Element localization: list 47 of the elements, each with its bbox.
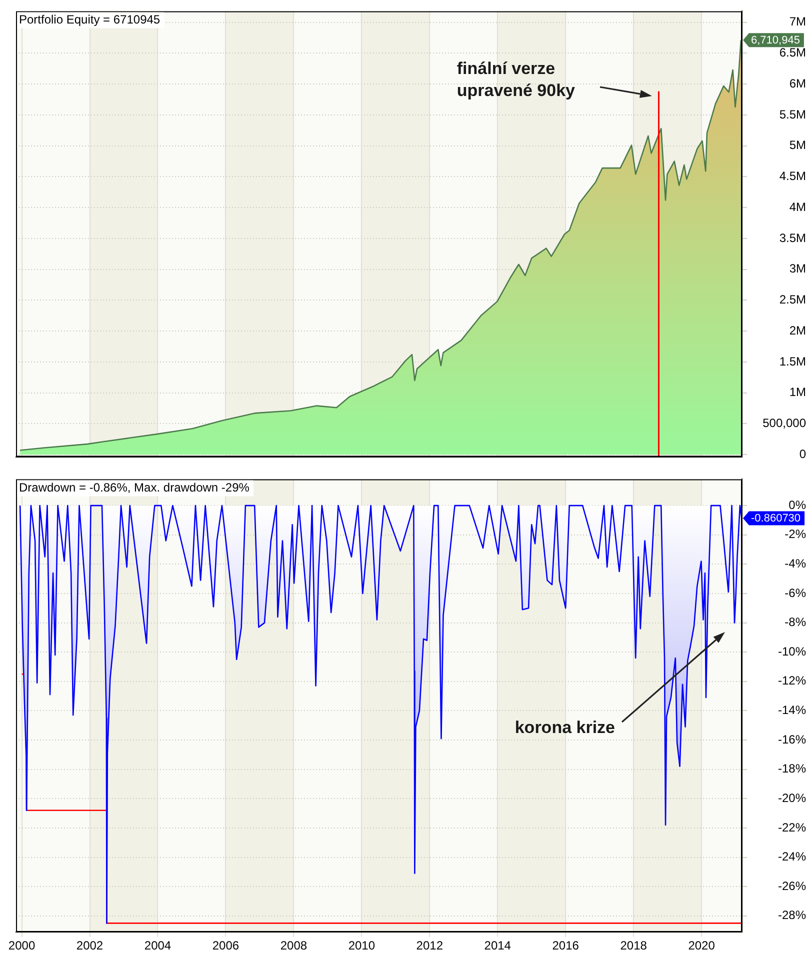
y-tick-label: -2%: [784, 527, 806, 542]
y-tick-label: -4%: [784, 556, 806, 571]
x-tick-label: 2014: [484, 938, 512, 953]
y-tick-label: 1M: [789, 385, 806, 400]
y-tick-label: -20%: [778, 790, 806, 805]
y-tick-label: 2M: [789, 323, 806, 338]
x-tick-label: 2000: [8, 938, 36, 953]
y-tick-label: 2.5M: [779, 292, 806, 307]
x-tick-label: 2020: [688, 938, 716, 953]
x-tick-label: 2016: [552, 938, 580, 953]
y-tick-label: -26%: [778, 878, 806, 893]
y-tick-label: -12%: [778, 674, 806, 688]
annotation: korona krize: [514, 718, 616, 737]
x-tick-label: 2006: [212, 938, 240, 953]
x-tick-label: 2012: [416, 938, 444, 953]
y-tick-label: -18%: [778, 762, 806, 776]
y-tick-label: 5.5M: [779, 107, 806, 122]
y-tick-label: -8%: [784, 615, 806, 630]
x-tick-label: 2018: [620, 938, 648, 953]
y-tick-label: 4.5M: [779, 169, 806, 184]
x-tick-label: 2010: [348, 938, 376, 953]
y-tick-label: 6.5M: [779, 46, 806, 60]
y-tick-label: 500,000: [762, 416, 806, 430]
y-tick-label: 6M: [789, 76, 806, 90]
data-label: 6,710,945: [751, 34, 800, 47]
x-tick-label: 2002: [76, 938, 104, 953]
x-tick-label: 2004: [144, 938, 172, 953]
y-tick-label: 4M: [789, 200, 806, 214]
y-tick-label: -16%: [778, 732, 806, 746]
y-tick-label: 7M: [789, 14, 806, 29]
y-tick-label: 0: [799, 446, 806, 461]
data-label: -0.860730: [751, 512, 801, 525]
y-tick-label: 3M: [789, 262, 806, 276]
y-tick-label: -28%: [778, 908, 806, 922]
y-tick-label: -24%: [778, 850, 806, 864]
y-tick-label: 5M: [789, 138, 806, 152]
y-tick-label: 1.5M: [779, 354, 806, 368]
y-tick-label: -6%: [784, 586, 806, 600]
y-tick-label: -22%: [778, 820, 806, 834]
y-tick-label: -14%: [778, 703, 806, 718]
y-tick-label: -10%: [778, 644, 806, 658]
annotation: finální verze upravené 90ky: [456, 58, 576, 100]
chart-title: Portfolio Equity = 6710945: [19, 12, 160, 27]
x-tick-label: 2008: [280, 938, 308, 953]
y-tick-label: 0%: [788, 498, 806, 512]
y-tick-label: 3.5M: [779, 230, 806, 245]
chart-title: Drawdown = -0.86%, Max. drawdown -29%: [19, 480, 250, 495]
